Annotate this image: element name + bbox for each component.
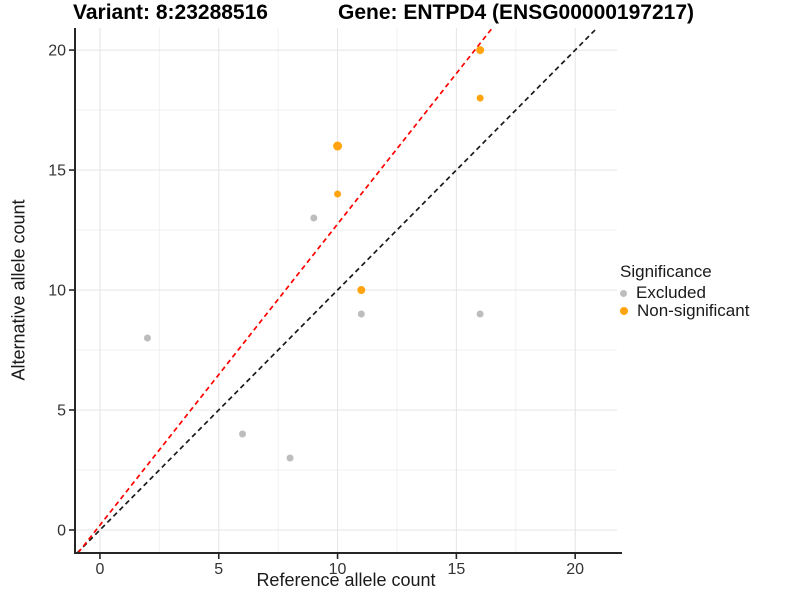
variant-title: Variant: 8:23288516 [73,1,268,24]
x-tick-label: 15 [447,561,465,578]
x-tick-label: 20 [566,561,584,578]
data-point-excluded [310,214,318,222]
excluded-dot-icon [620,289,627,297]
x-tick-label: 0 [95,561,104,578]
data-point-excluded [357,310,365,318]
data-point-non-significant [476,94,484,102]
y-tick-label: 20 [48,43,66,60]
legend-title: Significance [620,262,712,281]
data-point-excluded [143,334,151,342]
x-tick-label: 10 [329,561,347,578]
legend-item-non-significant: Non-significant [620,302,749,320]
identity-line [76,27,598,554]
data-point-non-significant [334,190,342,198]
legend: Significance Excluded Non-significant [620,262,749,320]
y-axis-label: Alternative allele count [8,199,29,381]
legend-item-label: Non-significant [637,301,750,320]
gene-title: Gene: ENTPD4 (ENSG00000197217) [338,1,695,24]
data-point-excluded [239,430,247,438]
y-tick-label: 10 [48,283,66,300]
y-tick-label: 0 [57,522,66,539]
data-point-non-significant [333,141,343,151]
legend-item-label: Excluded [636,283,706,302]
y-tick-label: 15 [48,163,66,180]
data-point-non-significant [476,46,485,55]
x-tick-label: 5 [214,561,223,578]
y-tick-label: 5 [57,402,66,419]
x-axis-label: Reference allele count [256,570,436,590]
legend-item-excluded: Excluded [620,284,749,302]
non-significant-dot-icon [620,307,628,315]
data-point-excluded [476,310,484,318]
data-point-non-significant [357,286,366,295]
data-point-excluded [286,454,294,462]
